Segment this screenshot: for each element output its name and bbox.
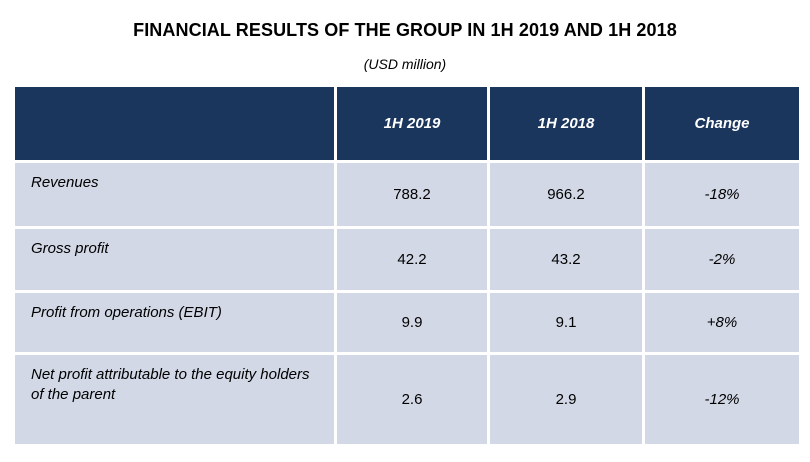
header-cell-change: Change — [642, 84, 802, 163]
value-change: -18% — [642, 160, 802, 229]
value-1h-2018: 2.9 — [487, 352, 645, 447]
financial-results-table: 1H 2019 1H 2018 Change Revenues 788.2 96… — [12, 84, 802, 447]
value-change: -12% — [642, 352, 802, 447]
row-label: Gross profit — [12, 226, 337, 293]
page-title: FINANCIAL RESULTS OF THE GROUP IN 1H 201… — [133, 20, 677, 40]
value-1h-2019: 9.9 — [334, 290, 490, 355]
row-label: Revenues — [12, 160, 337, 229]
row-label: Profit from operations (EBIT) — [12, 290, 337, 355]
table-row: Revenues 788.2 966.2 -18% — [12, 160, 802, 229]
table-row: Gross profit 42.2 43.2 -2% — [12, 226, 802, 293]
value-1h-2019: 788.2 — [334, 160, 490, 229]
value-change: -2% — [642, 226, 802, 293]
value-1h-2018: 43.2 — [487, 226, 645, 293]
value-change: +8% — [642, 290, 802, 355]
value-1h-2018: 9.1 — [487, 290, 645, 355]
table-header-row: 1H 2019 1H 2018 Change — [12, 84, 802, 163]
table-row: Profit from operations (EBIT) 9.9 9.1 +8… — [12, 290, 802, 355]
row-label: Net profit attributable to the equity ho… — [12, 352, 337, 447]
header-cell-label — [12, 84, 337, 163]
header-cell-1h-2019: 1H 2019 — [334, 84, 490, 163]
table-row: Net profit attributable to the equity ho… — [12, 352, 802, 447]
header-cell-1h-2018: 1H 2018 — [487, 84, 645, 163]
value-1h-2019: 2.6 — [334, 352, 490, 447]
unit-subtitle: (USD million) — [363, 56, 447, 72]
value-1h-2019: 42.2 — [334, 226, 490, 293]
value-1h-2018: 966.2 — [487, 160, 645, 229]
